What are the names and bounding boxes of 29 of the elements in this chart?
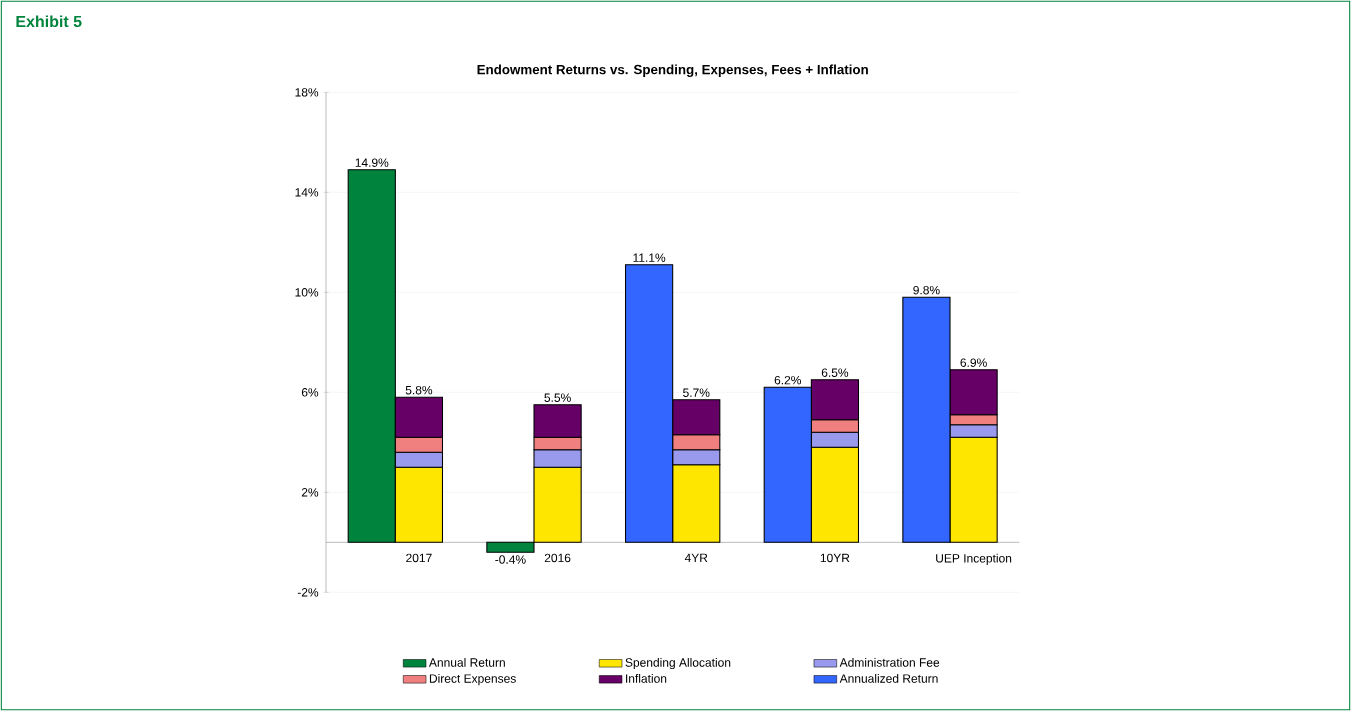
x-tick-label: 10YR <box>820 553 850 563</box>
y-tick-label: 2% <box>301 488 319 497</box>
data-label: -0.4% <box>495 555 526 564</box>
data-label: 9.8% <box>913 285 940 295</box>
legend-label: Annualized Return <box>839 673 938 683</box>
data-label: 6.2% <box>774 375 802 385</box>
legend-label: Annual Return <box>428 657 505 667</box>
legend-label: Administration Fee <box>839 657 940 667</box>
data-label: 14.9% <box>355 158 389 167</box>
x-tick-label: 2017 <box>406 553 432 563</box>
y-tick-label: -2% <box>297 588 319 597</box>
annotation: 5.8% <box>405 385 433 395</box>
x-tick-label: 4YR <box>684 553 708 562</box>
legend-label: Inflation <box>626 673 667 683</box>
annotation: 6.9% <box>960 358 987 367</box>
x-tick-label: UEP Inception <box>936 553 1012 565</box>
annotation: 6.5% <box>821 368 849 377</box>
x-tick-label: 2016 <box>544 553 571 563</box>
text: Exhibit 5 <box>16 15 82 28</box>
legend-label: Direct Expenses <box>429 673 516 686</box>
annotation: 5.7% <box>683 388 710 397</box>
y-tick-label: 10% <box>295 288 319 297</box>
annotation: 5.5% <box>544 393 571 402</box>
y-tick-label: 14% <box>295 188 319 197</box>
legend-label: Spending Allocation <box>625 657 731 670</box>
data-label: 11.1% <box>633 253 666 262</box>
chart-title: Endowment Returns vs. Spending, Expenses, Fees + Inflation <box>477 64 868 77</box>
y-tick-label: 18% <box>295 88 319 97</box>
y-tick-label: 6% <box>301 388 319 397</box>
